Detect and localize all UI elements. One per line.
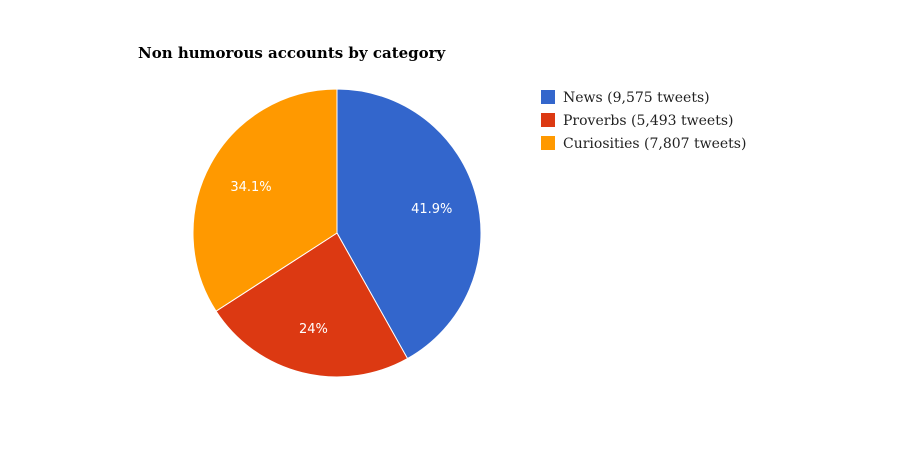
- slice-percent-label-proverbs: 24%: [299, 322, 328, 337]
- pie-slice-news: [336, 88, 482, 360]
- legend-swatch-proverbs: [541, 113, 555, 127]
- slice-percent-label-curiosities: 34.1%: [230, 180, 271, 195]
- pie-slice-proverbs: [215, 232, 409, 378]
- legend-swatch-curiosities: [541, 136, 555, 150]
- chart-title: Non humorous accounts by category: [138, 44, 447, 62]
- pie-slice-curiosities: [192, 88, 338, 312]
- legend-swatch-news: [541, 90, 555, 104]
- pie-slices: [192, 88, 482, 378]
- legend-label-curiosities: Curiosities (7,807 tweets): [563, 136, 746, 152]
- pie-slice-labels: 41.9% 24% 34.1%: [230, 180, 452, 337]
- legend-label-proverbs: Proverbs (5,493 tweets): [563, 113, 733, 129]
- slice-percent-label-news: 41.9%: [411, 202, 452, 217]
- legend-label-news: News (9,575 tweets): [563, 90, 710, 106]
- chart-legend: News (9,575 tweets) Proverbs (5,493 tweet…: [541, 90, 746, 152]
